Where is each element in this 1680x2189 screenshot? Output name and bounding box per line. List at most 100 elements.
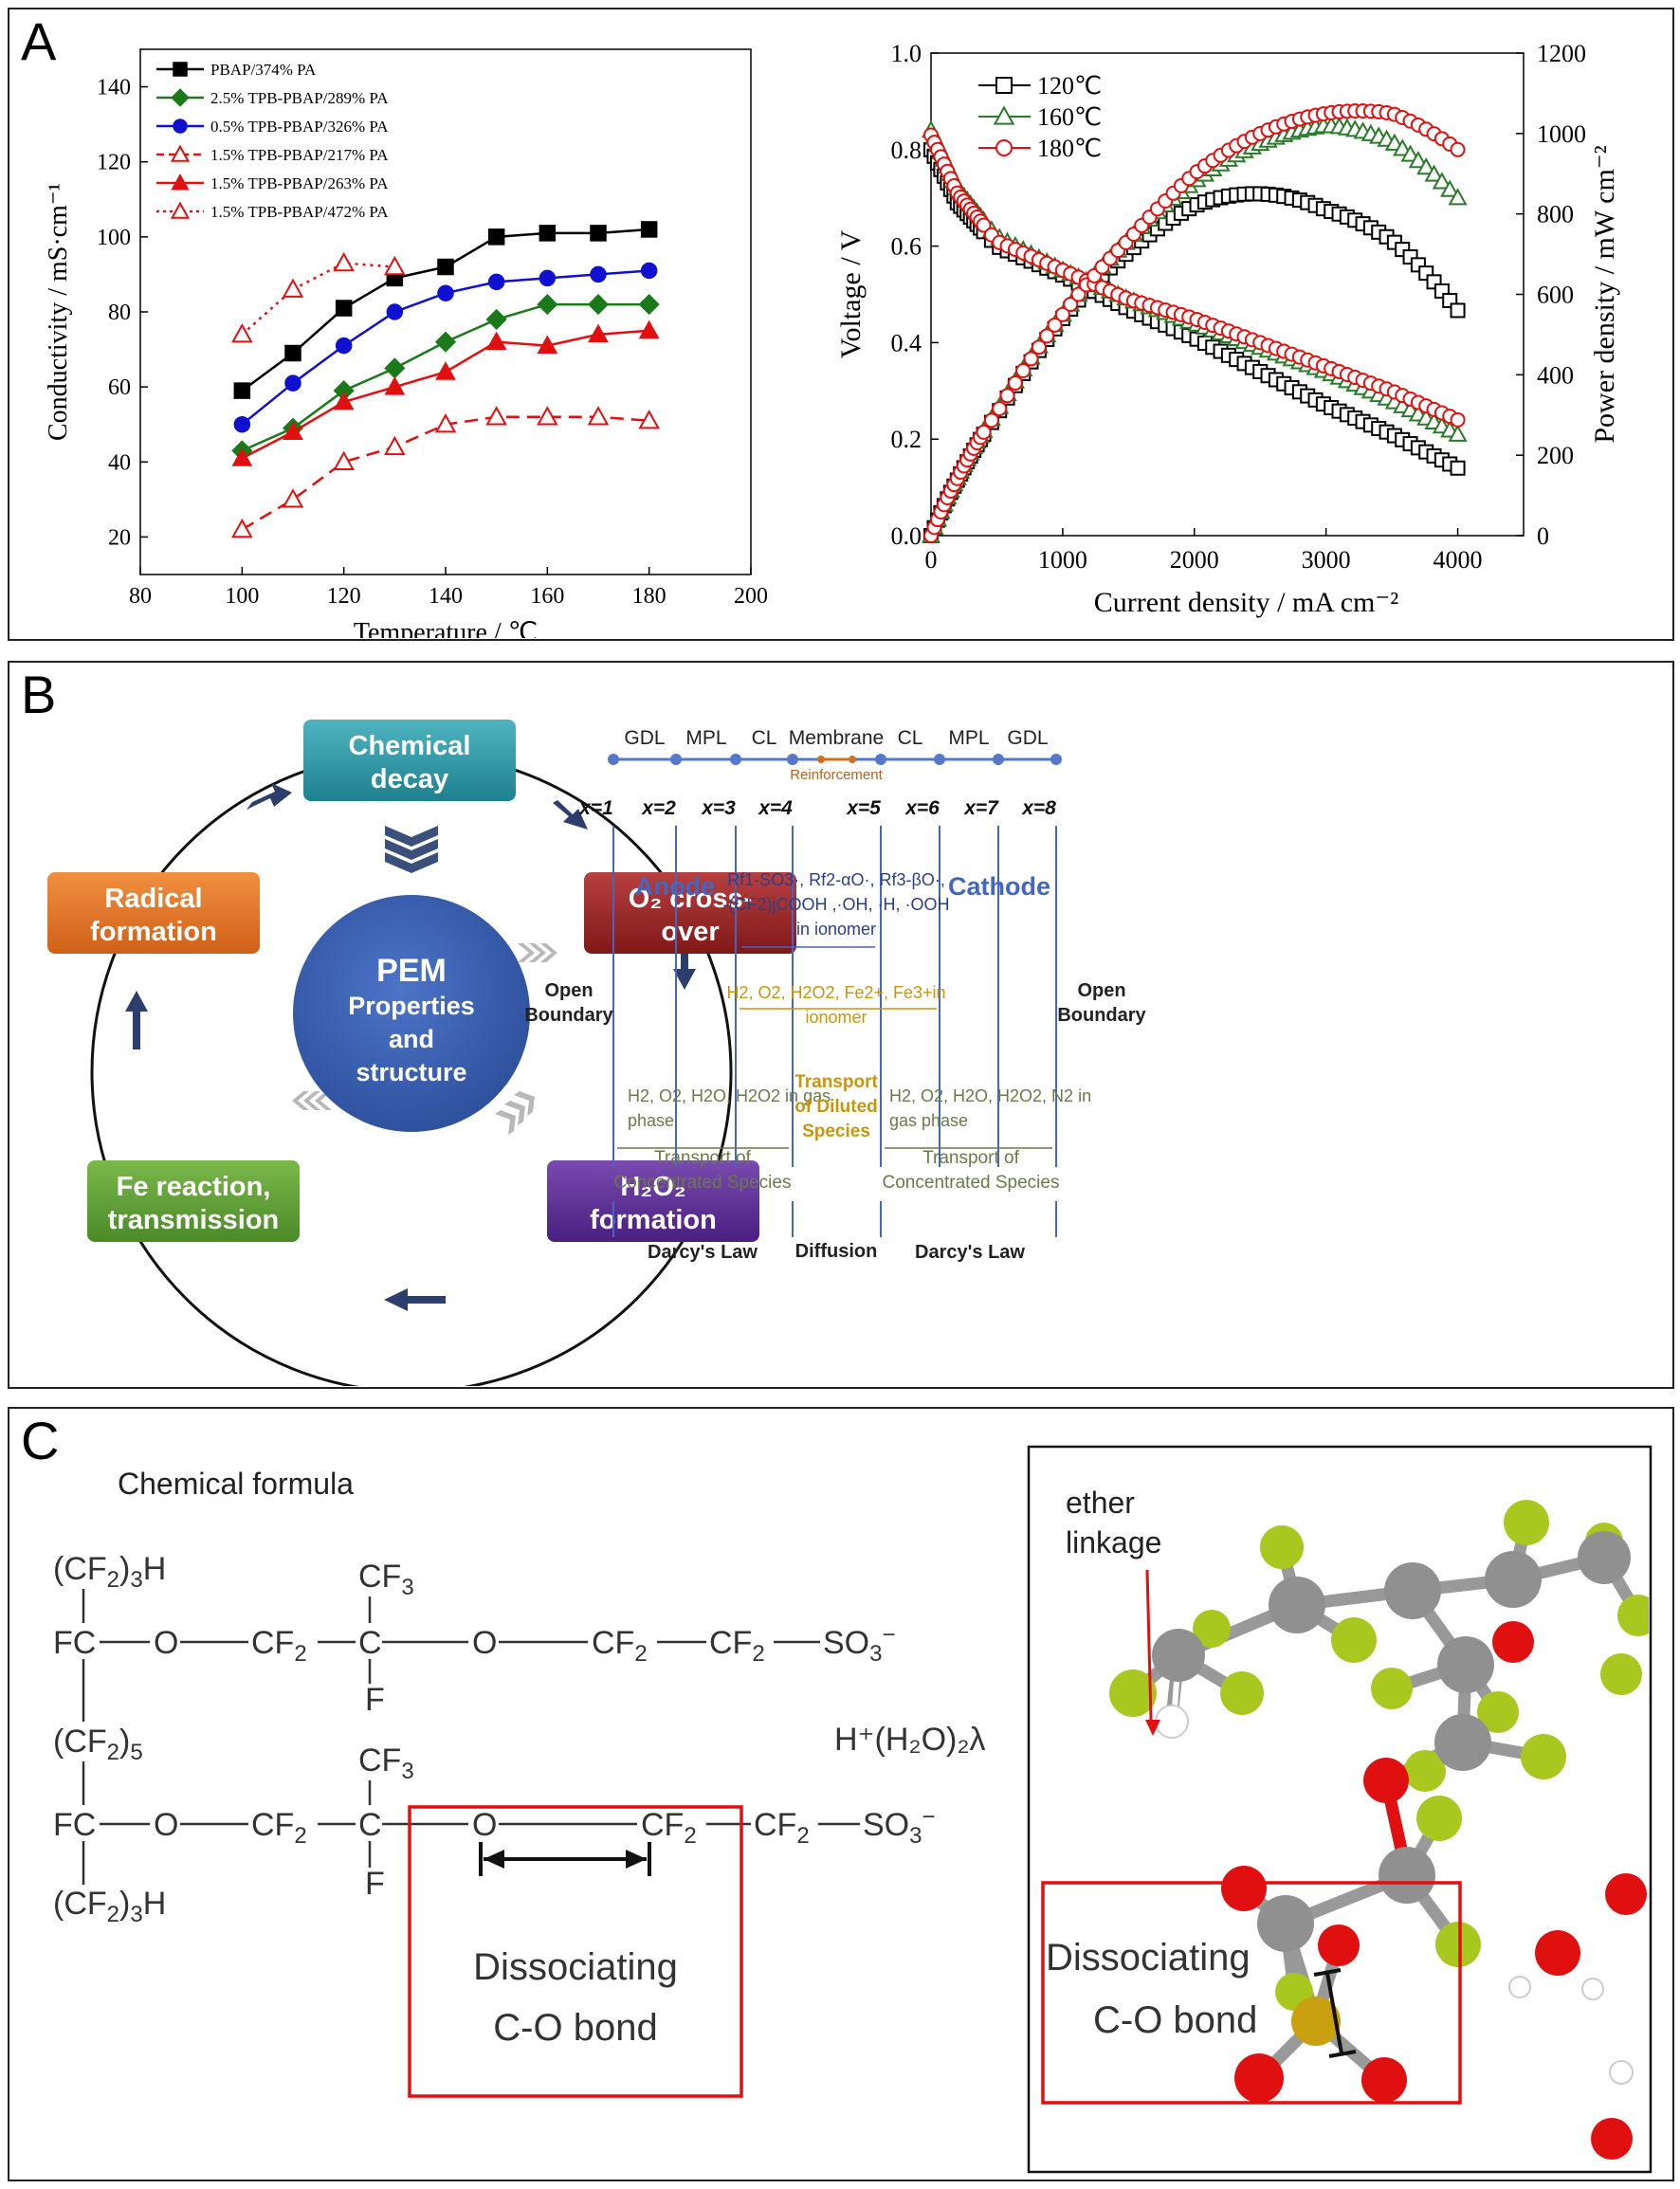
legend-label: 160℃ bbox=[1037, 103, 1102, 131]
x-tick-label: 4000 bbox=[1433, 546, 1483, 574]
darcy-law-cathode: Darcy's Law bbox=[915, 1242, 1025, 1263]
svg-text:O: O bbox=[154, 1625, 178, 1661]
legend-marker bbox=[170, 201, 191, 219]
position-label: x=5 bbox=[846, 797, 881, 819]
series-5: 1.5% TPB-PBAP/472% PA bbox=[156, 201, 406, 343]
data-point bbox=[231, 323, 253, 343]
data-point bbox=[487, 273, 505, 291]
data-point bbox=[590, 225, 607, 242]
panel-label-b: B bbox=[21, 665, 57, 724]
power-point bbox=[1070, 286, 1087, 302]
x-tick-label: 180 bbox=[632, 584, 667, 609]
data-point bbox=[434, 331, 457, 353]
anode-transport: Transport of bbox=[654, 1148, 751, 1168]
data-point bbox=[434, 413, 457, 433]
series-2: 180℃ bbox=[923, 103, 1466, 543]
layer-label: CL bbox=[898, 727, 923, 749]
data-point bbox=[335, 300, 353, 317]
layer-node bbox=[670, 754, 682, 765]
series-3: 1.5% TPB-PBAP/217% PA bbox=[156, 144, 660, 538]
series-2: 0.5% TPB-PBAP/326% PA bbox=[156, 118, 658, 433]
cathode-transport: Transport of bbox=[922, 1148, 1019, 1168]
legend-label: 180℃ bbox=[1037, 135, 1102, 162]
dissociating-label-line1: Dissociating bbox=[473, 1946, 678, 1988]
data-point bbox=[233, 382, 251, 399]
y-right-tick-label: 1200 bbox=[1537, 40, 1586, 67]
data-point bbox=[640, 262, 658, 280]
legend-marker bbox=[995, 139, 1013, 156]
y-right-tick-label: 200 bbox=[1537, 442, 1574, 469]
voltage-point bbox=[1450, 411, 1466, 428]
data-point bbox=[537, 406, 558, 426]
legend-marker bbox=[995, 77, 1013, 94]
data-point bbox=[282, 488, 304, 508]
legend-label: 1.5% TPB-PBAP/263% PA bbox=[210, 174, 389, 192]
power-point bbox=[1054, 306, 1070, 322]
y-tick-label: 100 bbox=[97, 226, 131, 250]
svg-text:O: O bbox=[472, 1807, 497, 1843]
svg-text:C: C bbox=[358, 1625, 382, 1661]
data-point bbox=[233, 415, 251, 433]
layer-node bbox=[875, 754, 886, 765]
box-fe-reaction-line2: transmission bbox=[108, 1205, 280, 1235]
power-point bbox=[1007, 374, 1023, 391]
svg-text:SO3−: SO3− bbox=[823, 1622, 896, 1667]
power-point bbox=[1424, 164, 1444, 182]
svg-text:CF3: CF3 bbox=[358, 1559, 414, 1600]
box-radical-formation bbox=[47, 872, 260, 954]
box-h2o2-formation-line1: H₂O₂ bbox=[620, 1172, 685, 1202]
position-label: x=2 bbox=[641, 797, 676, 819]
box-fe-reaction-line1: Fe reaction, bbox=[117, 1172, 271, 1202]
power-point bbox=[1450, 302, 1466, 319]
cathode-label: Cathode bbox=[948, 872, 1050, 901]
power-point bbox=[1450, 141, 1466, 157]
box-chemical-decay bbox=[303, 720, 516, 801]
polarization-chart: 0 1000 2000 3000 4000 0.0 0.2 0.4 0.6 0.8 1.0 0 200 4… bbox=[835, 40, 1620, 618]
x-axis-label: Current density / mA cm⁻² bbox=[1094, 587, 1398, 618]
series-4: 1.5% TPB-PBAP/263% PA bbox=[156, 173, 660, 466]
data-point bbox=[539, 269, 557, 287]
panel-a: A 80 100 120 140 160 180 200 20 40 60 80 100 120 140 T… bbox=[8, 8, 1674, 641]
svg-text:CF2: CF2 bbox=[709, 1625, 765, 1667]
arrow-right-icon bbox=[626, 1850, 647, 1869]
x-tick-label: 3000 bbox=[1302, 546, 1351, 574]
chemical-formula-title: Chemical formula bbox=[118, 1467, 354, 1501]
legend-marker bbox=[171, 173, 190, 191]
pem-layer-diagram: GDL MPL CL Membrane CL MPL GDL Reinforcement x=1… bbox=[524, 727, 1146, 1263]
data-point bbox=[231, 518, 253, 538]
svg-text:F: F bbox=[365, 1866, 385, 1902]
data-point bbox=[437, 258, 454, 276]
diluted-transport: of Diluted bbox=[794, 1097, 878, 1117]
molecular-model-image bbox=[1027, 1445, 1653, 2174]
data-point bbox=[638, 410, 660, 429]
layer-label: CL bbox=[752, 727, 777, 749]
data-point bbox=[588, 323, 609, 343]
panel-b: B bbox=[8, 661, 1674, 1389]
svg-text:O: O bbox=[154, 1807, 178, 1843]
box-fe-reaction bbox=[87, 1160, 300, 1242]
position-label: x=1 bbox=[578, 797, 613, 819]
box-h2o2-formation bbox=[547, 1160, 759, 1242]
data-point bbox=[333, 251, 355, 272]
layer-node bbox=[730, 754, 741, 765]
chemical-structure: (CF2)3H FC O CF2 C CF3 F O CF2 CF2 SO3− … bbox=[53, 1551, 936, 1927]
svg-text:CF3: CF3 bbox=[358, 1742, 414, 1784]
radical-species: in ionomer bbox=[796, 920, 876, 939]
svg-text:SO3−: SO3− bbox=[863, 1804, 936, 1849]
dissociating-bond-box bbox=[408, 1805, 743, 2098]
data-point bbox=[487, 228, 505, 246]
panel-c: C Chemical formula (CF2)3H FC O CF2 C CF… bbox=[8, 1407, 1674, 2181]
y-tick-label: 40 bbox=[108, 450, 131, 475]
panel-a-charts: 80 100 120 140 160 180 200 20 40 60 80 100 120 140 Tem… bbox=[44, 40, 1620, 638]
power-point bbox=[1031, 339, 1047, 356]
anode-transport: Concentrated Species bbox=[614, 1173, 792, 1193]
box-o2-crossover bbox=[584, 872, 796, 954]
box-h2o2-formation-line2: formation bbox=[590, 1205, 717, 1235]
voltage-point bbox=[1448, 424, 1468, 442]
diffusion-label: Diffusion bbox=[795, 1241, 878, 1262]
svg-text:(CF2)3H: (CF2)3H bbox=[53, 1886, 166, 1927]
power-point bbox=[983, 412, 999, 429]
legend-label: 1.5% TPB-PBAP/217% PA bbox=[210, 146, 389, 164]
chevron-down-icon bbox=[385, 826, 438, 873]
x-tick-label: 100 bbox=[225, 584, 259, 609]
